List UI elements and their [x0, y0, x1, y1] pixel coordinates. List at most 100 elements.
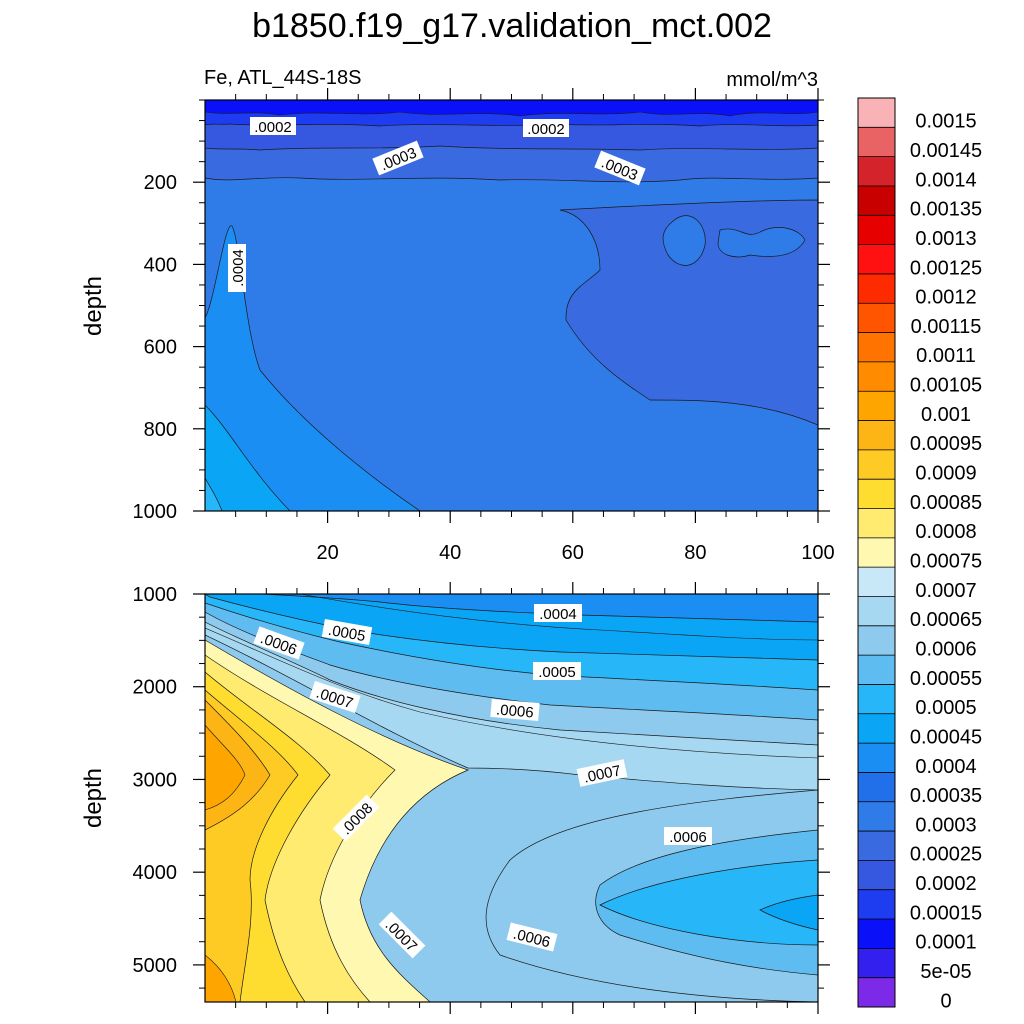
contour-label: .0006: [664, 827, 712, 846]
lower-region-0.001-top: [205, 724, 246, 811]
colorbar-label: 0.00035: [910, 785, 982, 807]
y-tick-label: 4000: [133, 862, 178, 884]
colorbar-swatch: [858, 273, 895, 304]
units-label: mmol/m^3: [726, 69, 818, 91]
contour-label: .0005: [533, 662, 581, 681]
x-tick-label: 20: [316, 542, 338, 564]
colorbar-label: 5e-05: [920, 961, 971, 983]
colorbar-label: 0.00075: [910, 551, 982, 573]
lower-panel: .0004.0005.0005.0006.0006.0007.0007.0008…: [80, 582, 830, 1014]
colorbar-label: 0.0013: [915, 228, 976, 250]
contour-label: .0004: [228, 244, 247, 292]
upper-region-0.0005: [205, 477, 223, 511]
colorbar-label: 0.00145: [910, 140, 982, 162]
colorbar-swatch: [858, 244, 895, 275]
contour-label-text: .0005: [327, 622, 367, 645]
colorbar: 0.0015 0.00145 0.0014 0.00135 0.0013 0.00125 0…: [857, 97, 982, 1012]
colorbar-swatch: [858, 889, 895, 920]
colorbar-swatch: [858, 391, 895, 422]
contour-label-box: [250, 117, 296, 135]
y-tick-label: 600: [144, 337, 177, 359]
colorbar-label: 0.00065: [910, 609, 982, 631]
upper-region-0.0004: [205, 225, 421, 511]
lower-y-axis: 1000 2000 3000 4000 5000: [133, 584, 830, 989]
upper-band-0.0001: [205, 100, 818, 117]
colorbar-label: 0: [940, 990, 951, 1012]
contour-label: .0005: [321, 618, 373, 645]
upper-y-axis: 200 400 600 800 1000: [133, 99, 830, 523]
chart-title: b1850.f19_g17.validation_mct.002: [252, 7, 772, 45]
lower-band-0.00045: [205, 594, 818, 623]
upper-blob-2: [717, 227, 806, 258]
colorbar-label: 0.00135: [910, 199, 982, 221]
colorbar-label: 0.001: [921, 404, 971, 426]
lower-x-axis: [235, 582, 819, 1014]
colorbar-swatch: [858, 625, 895, 656]
y-tick-label: 1000: [133, 584, 178, 606]
colorbar-label: 0.0005: [915, 697, 976, 719]
colorbar-label: 0.0006: [915, 638, 976, 660]
contour-label-box: [228, 244, 246, 292]
colorbar-label: 0.00115: [911, 316, 982, 338]
contour-label-box: [490, 698, 540, 722]
x-tick-label: 40: [439, 542, 461, 564]
y-tick-label: 3000: [133, 769, 178, 791]
colorbar-swatch: [858, 156, 895, 187]
contour-label: .0002: [523, 119, 569, 138]
contour-label-box: [523, 119, 569, 137]
contour-label-box: [533, 662, 581, 680]
colorbar-label: 0.0014: [915, 169, 976, 191]
colorbar-label: 0.00105: [910, 375, 982, 397]
upper-region-0.0003: [559, 199, 818, 426]
contour-label-text: .0002: [527, 121, 565, 138]
colorbar-swatch: [858, 361, 895, 392]
colorbar-label: 0.00125: [910, 257, 982, 279]
x-tick-label: 80: [684, 542, 706, 564]
colorbar-swatch: [858, 772, 895, 803]
colorbar-label: 0.0001: [915, 932, 976, 954]
upper-panel: .0002.0002.0003.0003.0004 20040060080010…: [80, 88, 835, 564]
contour-label-box: [309, 681, 361, 713]
colorbar-swatch: [858, 420, 895, 451]
colorbar-swatch: [858, 303, 895, 334]
colorbar-swatch: [858, 831, 895, 861]
colorbar-swatch: [858, 684, 895, 715]
contour-label-text: .0002: [254, 119, 292, 136]
contour-label-box: [372, 140, 424, 176]
colorbar-label: 0.0011: [916, 345, 976, 367]
colorbar-swatch: [858, 977, 895, 1008]
colorbar-label: 0.00015: [910, 902, 982, 924]
lower-region-0.001-bottom: [205, 954, 237, 1002]
contour-label-box: [594, 150, 646, 186]
lower-y-axis-title: depth: [80, 768, 107, 828]
contour-label-box: [378, 911, 426, 959]
contour-label-text: .0004: [230, 249, 247, 287]
lower-contour-line-1: [205, 627, 818, 759]
contour-label-box: [332, 794, 380, 842]
colorbar-label: 0.00095: [910, 433, 982, 455]
y-tick-label: 800: [144, 419, 177, 441]
colorbar-swatch: [858, 479, 895, 510]
colorbar-swatch: [858, 98, 895, 128]
colorbar-label: 0.0007: [915, 580, 976, 602]
colorbar-swatch: [858, 185, 895, 216]
colorbar-swatch: [858, 215, 895, 246]
colorbar-swatch: [858, 801, 895, 832]
y-tick-label: 5000: [133, 955, 178, 977]
colorbar-label: 0.0003: [915, 814, 976, 836]
colorbar-label: 0.0008: [915, 521, 976, 543]
colorbar-swatch: [858, 332, 895, 363]
y-tick-label: 2000: [133, 677, 178, 699]
colorbar-swatch: [858, 537, 895, 568]
colorbar-label: 0.0002: [915, 873, 976, 895]
colorbar-swatch: [858, 743, 895, 773]
colorbar-label: 0.00055: [910, 668, 982, 690]
upper-y-axis-title: depth: [80, 276, 107, 336]
x-tick-label: 60: [562, 542, 584, 564]
colorbar-swatch: [858, 449, 895, 480]
y-tick-label: 1000: [133, 501, 178, 523]
colorbar-swatch: [858, 713, 895, 744]
colorbar-swatch: [858, 655, 895, 685]
colorbar-frame: [857, 97, 896, 1008]
